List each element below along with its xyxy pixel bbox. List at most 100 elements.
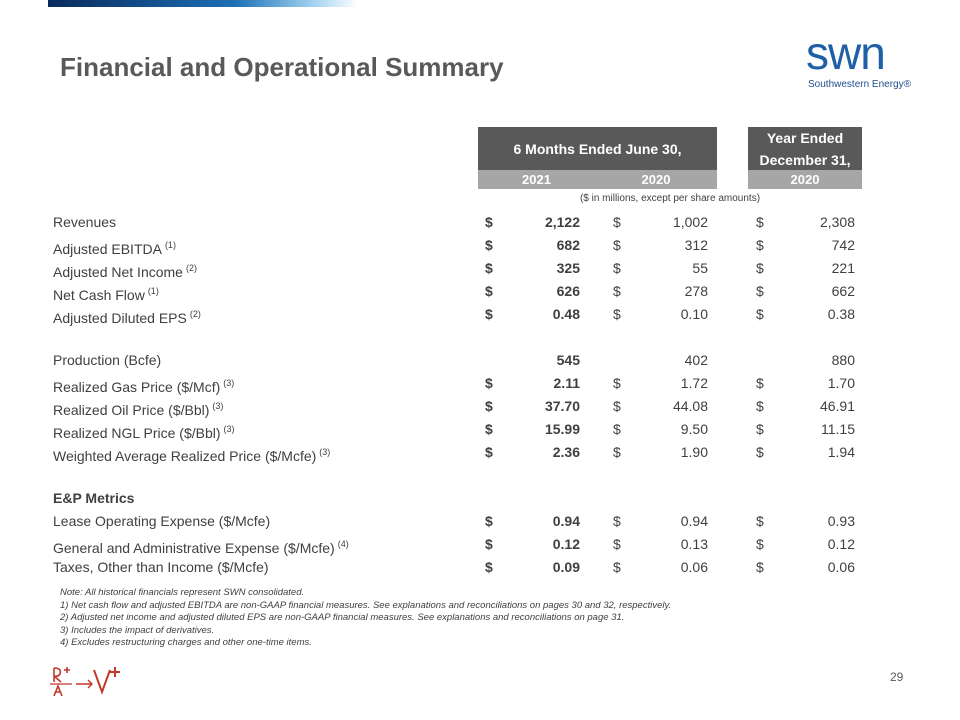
cell-value: 2.11 <box>553 375 580 391</box>
footer-logo <box>50 667 120 697</box>
cell-value: 312 <box>684 237 708 253</box>
cell-value: 662 <box>831 283 855 299</box>
currency: $ <box>756 375 764 391</box>
row-label: Net Cash Flow (1) <box>53 282 159 304</box>
row-label-text: Adjusted Net Income <box>53 264 183 280</box>
year-header: 2021 <box>478 170 595 189</box>
cell-value: 278 <box>684 283 708 299</box>
currency: $ <box>485 559 493 575</box>
row-label: Lease Operating Expense ($/Mcfe) <box>53 512 270 530</box>
currency: $ <box>756 398 764 414</box>
footnote: 3) Includes the impact of derivatives. <box>60 624 215 636</box>
top-bar <box>48 0 358 7</box>
currency: $ <box>613 398 621 414</box>
footnote-ref: (4) <box>337 539 349 549</box>
row-label-text: Realized Gas Price ($/Mcf) <box>53 379 221 395</box>
cell-value: 1.72 <box>680 375 708 391</box>
currency: $ <box>613 237 621 253</box>
currency: $ <box>756 214 764 230</box>
currency: $ <box>756 306 764 322</box>
cell-value: 0.09 <box>552 559 580 575</box>
row-label: Production (Bcfe) <box>53 351 161 369</box>
currency: $ <box>485 214 493 230</box>
currency: $ <box>756 283 764 299</box>
cell-value: 0.94 <box>552 513 580 529</box>
footnote: 4) Excludes restructuring charges and ot… <box>60 637 312 648</box>
cell-value: 221 <box>831 260 855 276</box>
cell-value: 0.06 <box>827 559 855 575</box>
row-label-text: General and Administrative Expense ($/Mc… <box>53 540 335 556</box>
cell-value: 46.91 <box>819 398 855 414</box>
currency: $ <box>485 306 493 322</box>
currency: $ <box>613 559 621 575</box>
currency: $ <box>485 536 493 552</box>
cell-value: 9.50 <box>680 421 708 437</box>
footnote-ref: (3) <box>223 378 235 388</box>
currency: $ <box>613 306 621 322</box>
cell-value: 0.10 <box>680 306 708 322</box>
cell-value: 1.70 <box>827 375 855 391</box>
currency: $ <box>756 536 764 552</box>
cell-value: 2,308 <box>819 214 855 230</box>
cell-value: 0.06 <box>680 559 708 575</box>
row-label: General and Administrative Expense ($/Mc… <box>53 535 349 557</box>
currency: $ <box>613 283 621 299</box>
row-label-text: Net Cash Flow <box>53 287 145 303</box>
currency: $ <box>485 421 493 437</box>
footnote-ref: (2) <box>189 309 201 319</box>
currency: $ <box>485 444 493 460</box>
row-label-text: Realized Oil Price ($/Bbl) <box>53 402 210 418</box>
footnote-ref: (2) <box>185 263 197 273</box>
currency: $ <box>485 237 493 253</box>
cell-value: 0.12 <box>552 536 580 552</box>
footnote-ref: (1) <box>147 286 159 296</box>
footnote-ref: (3) <box>212 401 224 411</box>
currency: $ <box>485 283 493 299</box>
footnote-ref: (3) <box>223 424 235 434</box>
currency: $ <box>756 513 764 529</box>
section-heading: E&P Metrics <box>53 490 135 506</box>
footnote: 1) Net cash flow and adjusted EBITDA are… <box>60 599 672 611</box>
cell-value: 0.13 <box>680 536 708 552</box>
cell-value: 626 <box>556 283 580 299</box>
row-label: Adjusted EBITDA (1) <box>53 236 176 258</box>
row-label: Adjusted Diluted EPS (2) <box>53 305 201 327</box>
cell-value: 15.99 <box>544 421 580 437</box>
row-label: Adjusted Net Income (2) <box>53 259 197 281</box>
cell-value: 11.15 <box>821 421 855 437</box>
row-label: Revenues <box>53 213 116 231</box>
cell-value: 1.90 <box>680 444 708 460</box>
row-label: Weighted Average Realized Price ($/Mcfe)… <box>53 443 330 465</box>
row-label-text: Taxes, Other than Income ($/Mcfe) <box>53 559 269 575</box>
currency: $ <box>613 214 621 230</box>
cell-value: 2,122 <box>544 214 580 230</box>
row-label: Realized NGL Price ($/Bbl) (3) <box>53 420 235 442</box>
cell-value: 0.94 <box>680 513 708 529</box>
currency: $ <box>485 375 493 391</box>
row-label: Taxes, Other than Income ($/Mcfe) <box>53 558 269 576</box>
row-label-text: Weighted Average Realized Price ($/Mcfe) <box>53 448 317 464</box>
units-note: ($ in millions, except per share amounts… <box>579 193 761 204</box>
currency: $ <box>756 444 764 460</box>
group-header: 6 Months Ended June 30, <box>478 127 717 170</box>
row-label: Realized Oil Price ($/Bbl) (3) <box>53 397 223 419</box>
cell-value: 1,002 <box>672 214 708 230</box>
currency: $ <box>756 559 764 575</box>
cell-value: 0.93 <box>827 513 855 529</box>
currency: $ <box>613 421 621 437</box>
footnote-ref: (1) <box>164 240 176 250</box>
row-label-text: Adjusted Diluted EPS <box>53 310 187 326</box>
row-label-text: Realized NGL Price ($/Bbl) <box>53 425 221 441</box>
cell-value: 880 <box>831 352 855 368</box>
page-number: 29 <box>890 670 904 684</box>
currency: $ <box>485 260 493 276</box>
row-label-text: Adjusted EBITDA <box>53 241 162 257</box>
cell-value: 682 <box>556 237 580 253</box>
currency: $ <box>485 398 493 414</box>
currency: $ <box>613 375 621 391</box>
year-header: 2020 <box>748 170 862 189</box>
year-header: 2020 <box>595 170 717 189</box>
currency: $ <box>613 260 621 276</box>
row-label-text: Revenues <box>53 214 117 230</box>
logo: swn <box>806 27 886 79</box>
